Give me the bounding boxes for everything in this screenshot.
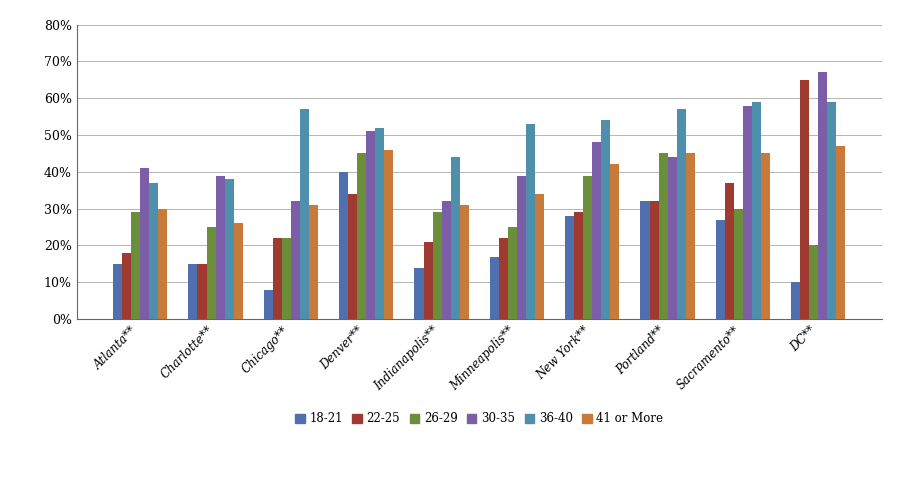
Bar	[565, 216, 574, 319]
Bar	[490, 257, 499, 319]
Bar	[442, 201, 451, 319]
Bar	[800, 80, 809, 319]
Bar	[791, 282, 800, 319]
Bar	[752, 102, 761, 319]
Bar	[716, 220, 724, 319]
Bar	[225, 179, 234, 319]
Bar	[158, 209, 167, 319]
Bar	[574, 212, 583, 319]
Bar	[375, 128, 384, 319]
Bar	[339, 172, 348, 319]
Bar	[742, 106, 752, 319]
Bar	[592, 142, 601, 319]
Bar	[499, 238, 508, 319]
Bar	[291, 201, 300, 319]
Bar	[526, 124, 535, 319]
Bar	[836, 146, 845, 319]
Bar	[234, 223, 243, 319]
Bar	[517, 176, 526, 319]
Bar	[122, 253, 131, 319]
Bar	[282, 238, 291, 319]
Bar	[197, 264, 206, 319]
Bar	[357, 154, 366, 319]
Bar	[818, 72, 827, 319]
Bar	[424, 242, 433, 319]
Bar	[583, 176, 592, 319]
Bar	[508, 227, 517, 319]
Bar	[384, 150, 393, 319]
Bar	[601, 120, 610, 319]
Bar	[348, 194, 357, 319]
Bar	[273, 238, 282, 319]
Bar	[140, 168, 149, 319]
Bar	[650, 201, 659, 319]
Bar	[460, 205, 469, 319]
Bar	[535, 194, 544, 319]
Bar	[300, 109, 309, 319]
Bar	[761, 154, 770, 319]
Bar	[113, 264, 122, 319]
Bar	[366, 131, 375, 319]
Bar	[188, 264, 197, 319]
Bar	[809, 246, 818, 319]
Bar	[264, 290, 273, 319]
Bar	[149, 183, 158, 319]
Bar	[216, 176, 225, 319]
Bar	[131, 212, 140, 319]
Bar	[433, 212, 442, 319]
Bar	[641, 201, 650, 319]
Bar	[309, 205, 318, 319]
Bar	[610, 164, 619, 319]
Bar	[668, 157, 677, 319]
Bar	[677, 109, 686, 319]
Bar	[686, 154, 695, 319]
Bar	[724, 183, 733, 319]
Bar	[206, 227, 216, 319]
Bar	[734, 209, 742, 319]
Legend: 18-21, 22-25, 26-29, 30-35, 36-40, 41 or More: 18-21, 22-25, 26-29, 30-35, 36-40, 41 or…	[291, 408, 668, 430]
Bar	[451, 157, 460, 319]
Bar	[415, 268, 424, 319]
Bar	[659, 154, 668, 319]
Bar	[827, 102, 836, 319]
